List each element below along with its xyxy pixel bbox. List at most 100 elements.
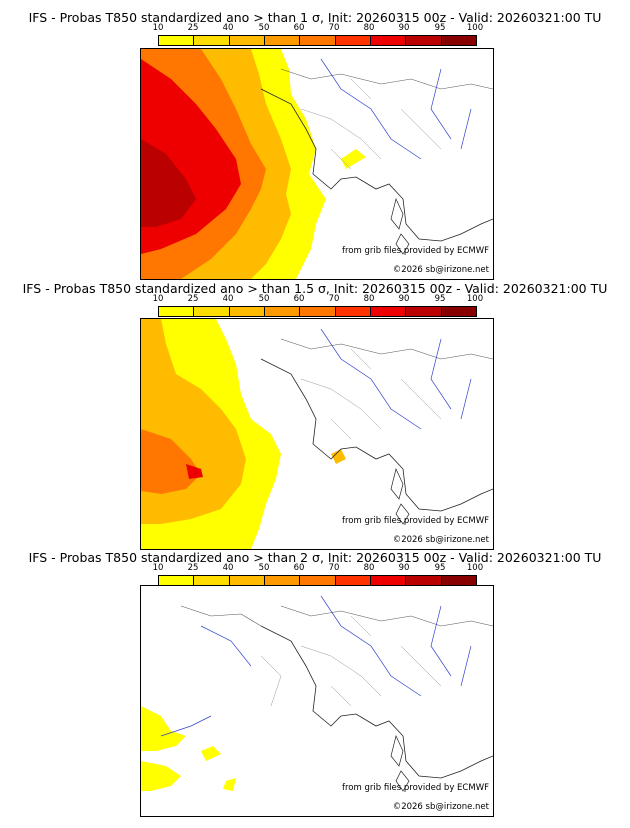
panel-title: IFS - Probas T850 standardized ano > tha…: [28, 10, 602, 25]
colorbar-swatch: [300, 36, 336, 45]
tick-label: 40: [222, 294, 234, 304]
tick-label: 95: [434, 563, 446, 573]
colorbar-swatch: [406, 36, 442, 45]
colorbar-swatch: [229, 576, 265, 585]
tick-label: 10: [152, 563, 164, 573]
colorbar: [158, 306, 477, 317]
border-line: [280, 338, 493, 360]
colorbar-swatch: [194, 307, 230, 316]
colorbar-swatch: [229, 307, 265, 316]
panel-title: IFS - Probas T850 standardized ano > tha…: [22, 281, 608, 296]
colorbar-swatch: [300, 307, 336, 316]
tick-label: 80: [363, 23, 375, 33]
tick-label: 40: [222, 563, 234, 573]
colorbar-swatch: [159, 36, 195, 45]
colorbar-ticks: 10 25 40 50 60 70 80 90 95 100: [0, 294, 630, 306]
prob-zone-red: [186, 464, 203, 479]
tick-label: 70: [328, 23, 340, 33]
border-line: [180, 605, 493, 627]
colorbar-swatch: [264, 36, 301, 45]
prob-zone-yellow: [201, 746, 236, 791]
coastline: [260, 358, 493, 512]
colorbar: [158, 35, 477, 46]
river-line: [160, 595, 472, 737]
tick-label: 70: [328, 294, 340, 304]
coastline: [260, 88, 493, 242]
tick-label: 60: [293, 23, 305, 33]
colorbar-swatch: [300, 576, 336, 585]
tick-label: 95: [434, 294, 446, 304]
colorbar-swatch: [264, 307, 301, 316]
prob-zone-yellow: [141, 706, 186, 751]
colorbar: [158, 575, 477, 586]
tick-label: 100: [466, 23, 484, 33]
colorbar-swatch: [264, 576, 301, 585]
island-outline: [390, 734, 410, 792]
tick-label: 25: [187, 563, 199, 573]
tick-label: 50: [258, 23, 270, 33]
prob-zone-orange: [141, 429, 201, 494]
island-outline: [390, 467, 410, 525]
credit-source: from grib files provided by ECMWF: [342, 246, 489, 256]
colorbar-swatch: [441, 36, 476, 45]
panel-1: IFS - Probas T850 standardized ano > tha…: [0, 10, 630, 280]
colorbar-swatch: [370, 307, 407, 316]
credit-source: from grib files provided by ECMWF: [342, 516, 489, 526]
colorbar-swatch: [159, 307, 195, 316]
tick-label: 60: [293, 563, 305, 573]
river-line: [320, 58, 472, 160]
tick-label: 90: [398, 294, 410, 304]
tick-label: 50: [258, 563, 270, 573]
tick-label: 90: [398, 563, 410, 573]
colorbar-swatch: [229, 36, 265, 45]
tick-label: 90: [398, 23, 410, 33]
probability-map: from grib files provided by ECMWF ©2026 …: [140, 318, 494, 550]
panel-2: IFS - Probas T850 standardized ano > tha…: [0, 281, 630, 551]
prob-zone-yellow: [141, 761, 181, 791]
tick-label: 100: [466, 563, 484, 573]
colorbar-ticks: 10 25 40 50 60 70 80 90 95 100: [0, 563, 630, 575]
colorbar-swatch: [159, 576, 195, 585]
colorbar-swatch: [335, 36, 371, 45]
tick-label: 25: [187, 23, 199, 33]
tick-label: 80: [363, 563, 375, 573]
border-line: [280, 68, 493, 90]
probability-map: from grib files provided by ECMWF ©2026 …: [140, 585, 494, 817]
river-line: [320, 328, 472, 430]
colorbar-ticks: 10 25 40 50 60 70 80 90 95 100: [0, 23, 630, 35]
panel-3: IFS - Probas T850 standardized ano > tha…: [0, 550, 630, 820]
probability-map: from grib files provided by ECMWF ©2026 …: [140, 48, 494, 280]
tick-label: 80: [363, 294, 375, 304]
colorbar-swatch: [441, 576, 476, 585]
tick-label: 100: [466, 294, 484, 304]
colorbar-swatch: [406, 576, 442, 585]
coastline: [260, 625, 493, 779]
region-border: [300, 78, 442, 170]
colorbar-swatch: [441, 307, 476, 316]
colorbar-swatch: [335, 576, 371, 585]
tick-label: 25: [187, 294, 199, 304]
credit-copyright: ©2026 sb@irizone.net: [392, 535, 489, 545]
colorbar-swatch: [194, 36, 230, 45]
tick-label: 60: [293, 294, 305, 304]
tick-label: 95: [434, 23, 446, 33]
credit-copyright: ©2026 sb@irizone.net: [392, 802, 489, 812]
tick-label: 10: [152, 294, 164, 304]
colorbar-swatch: [370, 36, 407, 45]
colorbar-swatch: [406, 307, 442, 316]
region-border: [260, 615, 442, 707]
tick-label: 50: [258, 294, 270, 304]
tick-label: 10: [152, 23, 164, 33]
prob-zone-orange-light: [331, 449, 346, 464]
colorbar-swatch: [370, 576, 407, 585]
colorbar-swatch: [335, 307, 371, 316]
tick-label: 40: [222, 23, 234, 33]
panel-title: IFS - Probas T850 standardized ano > tha…: [28, 550, 602, 565]
region-border: [300, 348, 442, 440]
colorbar-swatch: [194, 576, 230, 585]
island-outline: [390, 197, 410, 255]
credit-source: from grib files provided by ECMWF: [342, 783, 489, 793]
credit-copyright: ©2026 sb@irizone.net: [392, 265, 489, 275]
tick-label: 70: [328, 563, 340, 573]
prob-zone-yellow: [341, 149, 366, 169]
